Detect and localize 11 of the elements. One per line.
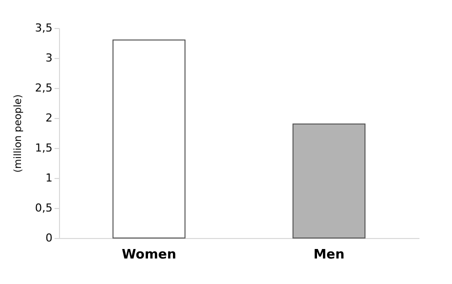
- y-tick-label: 0: [46, 232, 52, 244]
- y-tick-label: 2: [46, 112, 52, 124]
- x-tick-label: Men: [313, 248, 345, 262]
- x-tick-label: Women: [122, 248, 176, 262]
- y-tick-label: 1,5: [35, 142, 52, 154]
- y-tick-label: 3,5: [35, 22, 52, 34]
- y-tick-label: 3: [46, 52, 52, 64]
- y-axis-title: (million people): [13, 94, 24, 173]
- y-tick-label: 1: [46, 172, 52, 184]
- y-tick-label: 0,5: [35, 202, 52, 214]
- y-tick-label: 2,5: [35, 82, 52, 94]
